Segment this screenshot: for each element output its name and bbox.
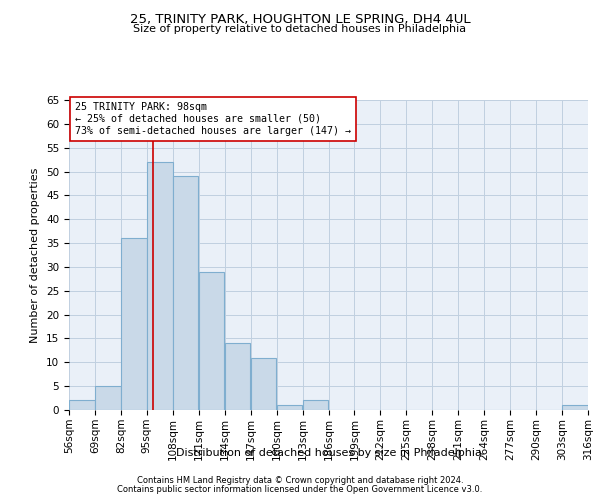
Bar — [95, 386, 121, 410]
Text: Contains public sector information licensed under the Open Government Licence v3: Contains public sector information licen… — [118, 484, 482, 494]
Bar — [121, 238, 146, 410]
Y-axis label: Number of detached properties: Number of detached properties — [31, 168, 40, 342]
Text: Distribution of detached houses by size in Philadelphia: Distribution of detached houses by size … — [176, 448, 482, 458]
Text: 25 TRINITY PARK: 98sqm
← 25% of detached houses are smaller (50)
73% of semi-det: 25 TRINITY PARK: 98sqm ← 25% of detached… — [75, 102, 351, 136]
Bar — [225, 343, 250, 410]
Bar — [277, 405, 302, 410]
Text: Contains HM Land Registry data © Crown copyright and database right 2024.: Contains HM Land Registry data © Crown c… — [137, 476, 463, 485]
Text: Size of property relative to detached houses in Philadelphia: Size of property relative to detached ho… — [133, 24, 467, 34]
Bar — [251, 358, 277, 410]
Bar — [303, 400, 328, 410]
Bar — [173, 176, 199, 410]
Bar — [69, 400, 95, 410]
Bar — [562, 405, 588, 410]
Bar — [199, 272, 224, 410]
Bar — [147, 162, 173, 410]
Text: 25, TRINITY PARK, HOUGHTON LE SPRING, DH4 4UL: 25, TRINITY PARK, HOUGHTON LE SPRING, DH… — [130, 12, 470, 26]
